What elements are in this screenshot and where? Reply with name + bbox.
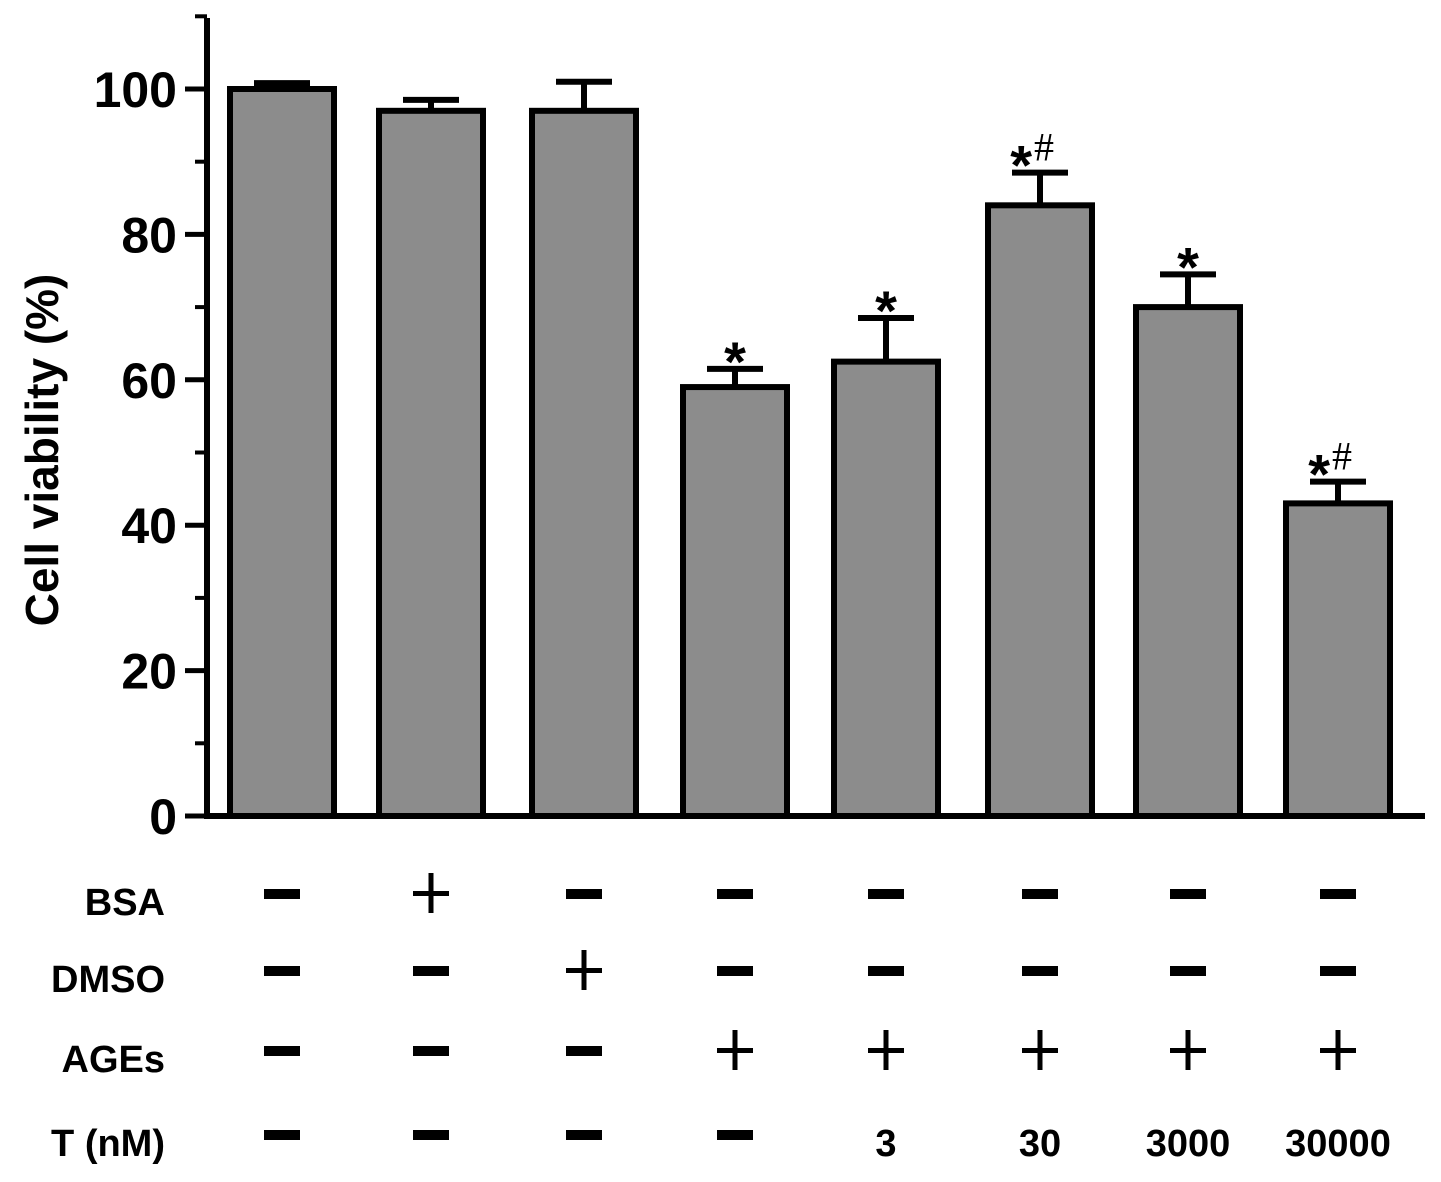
concentration-label: 3 <box>875 1123 896 1165</box>
bar <box>376 107 486 819</box>
concentration-label: 30 <box>1019 1123 1061 1165</box>
minus-sign <box>1170 889 1206 899</box>
plus-sign-v <box>1185 1030 1191 1070</box>
significance-star: * <box>875 279 897 342</box>
bar <box>529 107 639 819</box>
significance-star: * <box>1308 443 1330 506</box>
minus-sign <box>264 1130 300 1140</box>
minus-sign <box>717 1130 753 1140</box>
minus-sign <box>413 966 449 976</box>
minus-sign <box>566 1130 602 1140</box>
bar <box>227 86 337 819</box>
significance-star: * <box>1177 235 1199 298</box>
y-tick-label: 0 <box>149 789 177 845</box>
plus-sign-v <box>1335 1030 1341 1070</box>
minus-sign <box>566 889 602 899</box>
minus-sign <box>1170 966 1206 976</box>
minus-sign <box>1022 889 1058 899</box>
y-axis-label: Cell viability (%) <box>16 274 68 627</box>
plus-sign-v <box>1037 1030 1043 1070</box>
y-tick-label: 40 <box>121 498 177 554</box>
y-tick-label: 60 <box>121 353 177 409</box>
significance-star: * <box>724 330 746 393</box>
minus-sign <box>264 966 300 976</box>
bar <box>680 384 790 819</box>
concentration-label: 30000 <box>1285 1123 1391 1165</box>
minus-sign <box>717 889 753 899</box>
plus-sign-v <box>732 1030 738 1070</box>
bars: *** #** # <box>227 78 1393 819</box>
y-tick-label: 100 <box>94 62 177 118</box>
y-tick-label: 80 <box>121 207 177 263</box>
minus-sign <box>868 889 904 899</box>
condition-row-label: DMSO <box>51 959 165 1001</box>
plus-sign-v <box>883 1030 889 1070</box>
condition-row-label: AGEs <box>62 1039 165 1081</box>
bar <box>985 202 1095 819</box>
condition-row-label: T (nM) <box>51 1123 165 1165</box>
condition-table: BSA DMSO AGEs T (nM) 3 30 3000 30000 <box>51 873 1391 1165</box>
minus-sign <box>717 966 753 976</box>
minus-sign <box>1022 966 1058 976</box>
concentration-label: 3000 <box>1146 1123 1231 1165</box>
bar <box>831 358 941 819</box>
significance-hash: # <box>1332 434 1352 479</box>
minus-sign <box>264 889 300 899</box>
minus-sign <box>1320 966 1356 976</box>
bar <box>1283 500 1393 819</box>
significance-star: * <box>1010 134 1032 197</box>
minus-sign <box>264 1046 300 1056</box>
plus-sign-v <box>581 950 587 990</box>
minus-sign <box>868 966 904 976</box>
condition-row-label: BSA <box>85 882 165 924</box>
bar <box>1133 304 1243 819</box>
plus-sign-v <box>428 873 434 913</box>
minus-sign <box>413 1130 449 1140</box>
significance-hash: # <box>1034 125 1054 170</box>
minus-sign <box>566 1046 602 1056</box>
minus-sign <box>1320 889 1356 899</box>
minus-sign <box>413 1046 449 1056</box>
y-tick-label: 20 <box>121 644 177 700</box>
